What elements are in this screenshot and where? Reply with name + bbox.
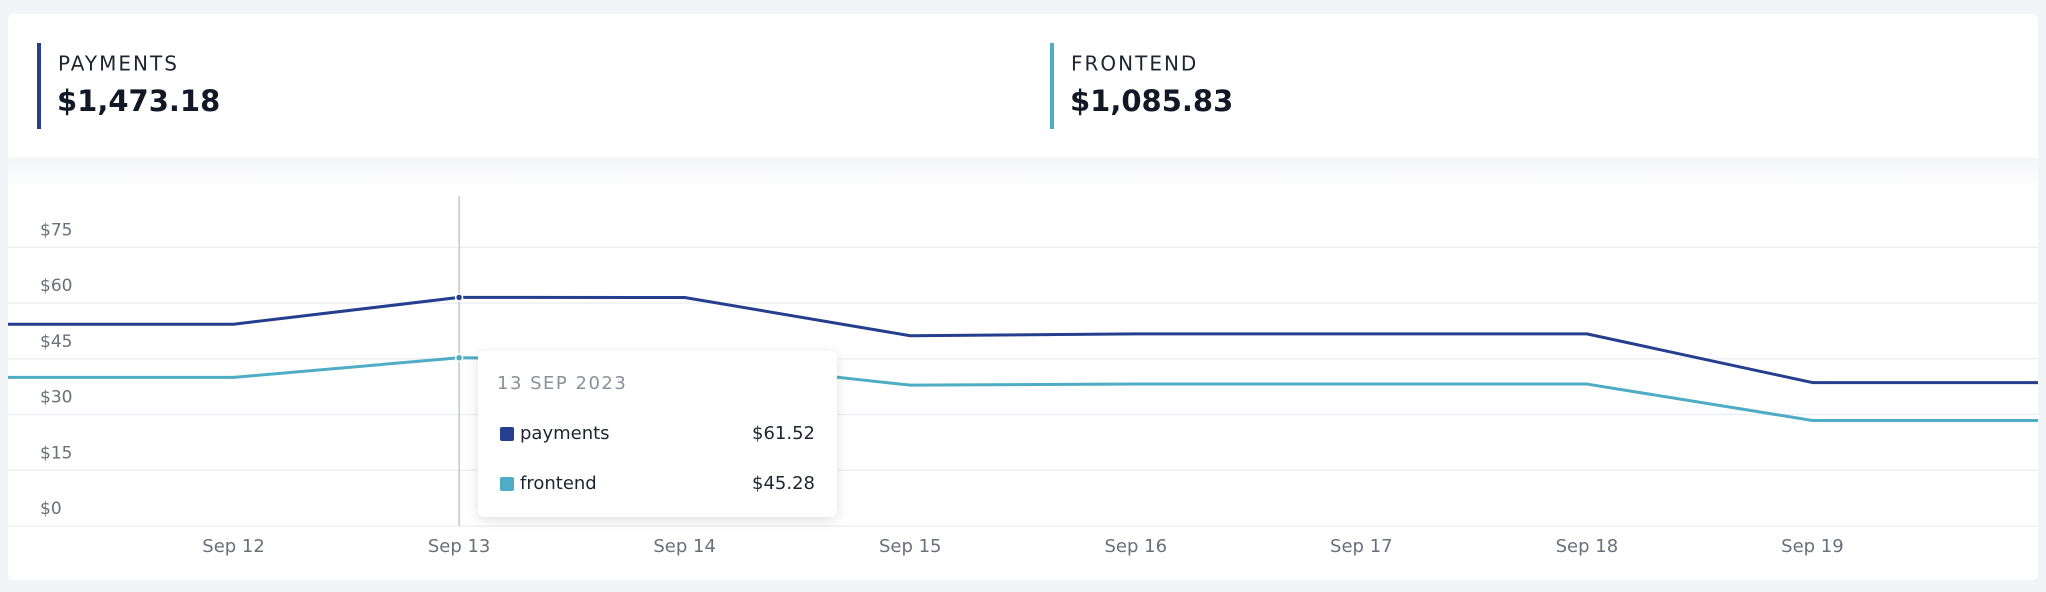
- x-tick-label: Sep 12: [202, 536, 265, 557]
- summary-value: $1,473.18: [57, 84, 220, 118]
- x-tick-label: Sep 15: [879, 536, 942, 557]
- x-tick-label: Sep 13: [428, 536, 491, 557]
- tooltip: 13 SEP 2023 payments $61.52 frontend $45.28: [478, 351, 837, 517]
- x-tick-label: Sep 16: [1104, 536, 1167, 557]
- summary-accent: [1050, 43, 1054, 129]
- legend-label: frontend: [520, 473, 597, 494]
- card: [8, 14, 2038, 580]
- y-tick-label: $75: [40, 220, 72, 240]
- series-line: [8, 356, 2038, 422]
- y-tick-label: $45: [40, 332, 72, 352]
- summary-value: $1,085.83: [1070, 84, 1233, 118]
- summary-label: FRONTEND: [1071, 52, 1198, 76]
- tooltip-value: $45.28: [752, 473, 815, 494]
- legend-swatch: [500, 427, 514, 441]
- y-tick-label: $30: [40, 388, 72, 408]
- hover-point: [454, 293, 464, 302]
- x-tick-label: Sep 19: [1781, 536, 1844, 557]
- tooltip-box: [478, 351, 837, 517]
- chart: PAYMENTS $1,473.18 FRONTEND $1,085.83 $0 $15 $…: [8, 43, 2038, 557]
- y-tick-label: $60: [40, 276, 72, 296]
- x-tick-label: Sep 17: [1330, 536, 1393, 557]
- tooltip-value: $61.52: [752, 423, 815, 444]
- summary-label: PAYMENTS: [58, 52, 179, 76]
- tooltip-title: 13 SEP 2023: [497, 373, 627, 394]
- series-line: [8, 295, 2038, 385]
- legend-label: payments: [520, 423, 610, 444]
- x-tick-label: Sep 14: [653, 536, 716, 557]
- divider: [8, 158, 2038, 188]
- legend-swatch: [500, 477, 514, 491]
- y-tick-label: $15: [40, 443, 72, 463]
- x-tick-label: Sep 18: [1556, 536, 1619, 557]
- summary-accent: [37, 43, 41, 129]
- hover-point: [454, 353, 464, 362]
- y-tick-label: $0: [40, 499, 62, 519]
